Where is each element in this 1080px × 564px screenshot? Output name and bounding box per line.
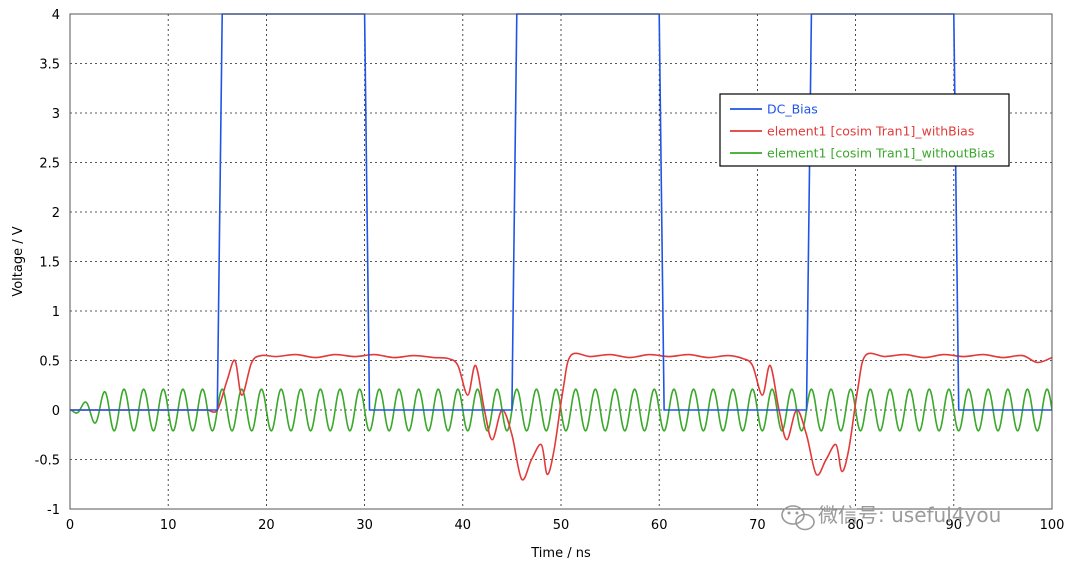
grid-lines bbox=[70, 14, 1052, 509]
legend-entry: DC_Bias bbox=[767, 102, 818, 117]
x-tick-label: 20 bbox=[258, 518, 275, 533]
x-tick-label: 60 bbox=[651, 518, 668, 533]
y-tick-label: 1.5 bbox=[39, 256, 60, 271]
series-layer bbox=[70, 13, 1052, 481]
x-tick-label: 40 bbox=[455, 518, 472, 533]
series-line-withoutbias bbox=[70, 388, 1052, 432]
x-tick-label: 70 bbox=[749, 518, 766, 533]
y-tick-labels: -1 -0.5 0 0.5 1 1.5 2 2.5 3 3.5 4 bbox=[35, 8, 60, 518]
x-tick-label: 0 bbox=[66, 518, 74, 533]
x-tick-labels: 0 10 20 30 40 50 60 70 80 90 100 bbox=[66, 518, 1065, 533]
wechat-icon bbox=[781, 505, 815, 531]
y-tick-label: 2 bbox=[52, 206, 60, 221]
legend-entry: element1 [cosim Tran1]_withBias bbox=[767, 124, 974, 139]
y-tick-label: 4 bbox=[52, 8, 60, 23]
x-tick-label: 80 bbox=[847, 518, 864, 533]
watermark-text: 微信号: useful4you bbox=[818, 503, 1001, 527]
y-tick-label: -1 bbox=[47, 503, 60, 518]
y-tick-label: 1 bbox=[52, 305, 60, 320]
y-tick-label: 0.5 bbox=[39, 355, 60, 370]
legend-entry: element1 [cosim Tran1]_withoutBias bbox=[767, 146, 995, 161]
y-tick-label: -0.5 bbox=[35, 454, 60, 469]
plot-frame bbox=[69, 13, 1053, 510]
x-tick-label: 90 bbox=[946, 518, 963, 533]
y-tick-label: 3 bbox=[52, 107, 60, 122]
x-tick-label: 30 bbox=[356, 518, 373, 533]
y-tick-label: 3.5 bbox=[39, 58, 60, 73]
x-tick-label: 50 bbox=[553, 518, 570, 533]
x-tick-label: 100 bbox=[1040, 518, 1065, 533]
x-tick-label: 10 bbox=[160, 518, 177, 533]
y-tick-label: 0 bbox=[52, 404, 60, 419]
legend: DC_Bias element1 [cosim Tran1]_withBiasel… bbox=[719, 93, 1010, 167]
legend-box bbox=[719, 93, 1010, 167]
y-tick-label: 2.5 bbox=[39, 157, 60, 172]
x-axis-title: Time / ns bbox=[530, 546, 591, 561]
y-axis-title: Voltage / V bbox=[11, 226, 26, 296]
watermark: 微信号: useful4you bbox=[781, 503, 1001, 531]
